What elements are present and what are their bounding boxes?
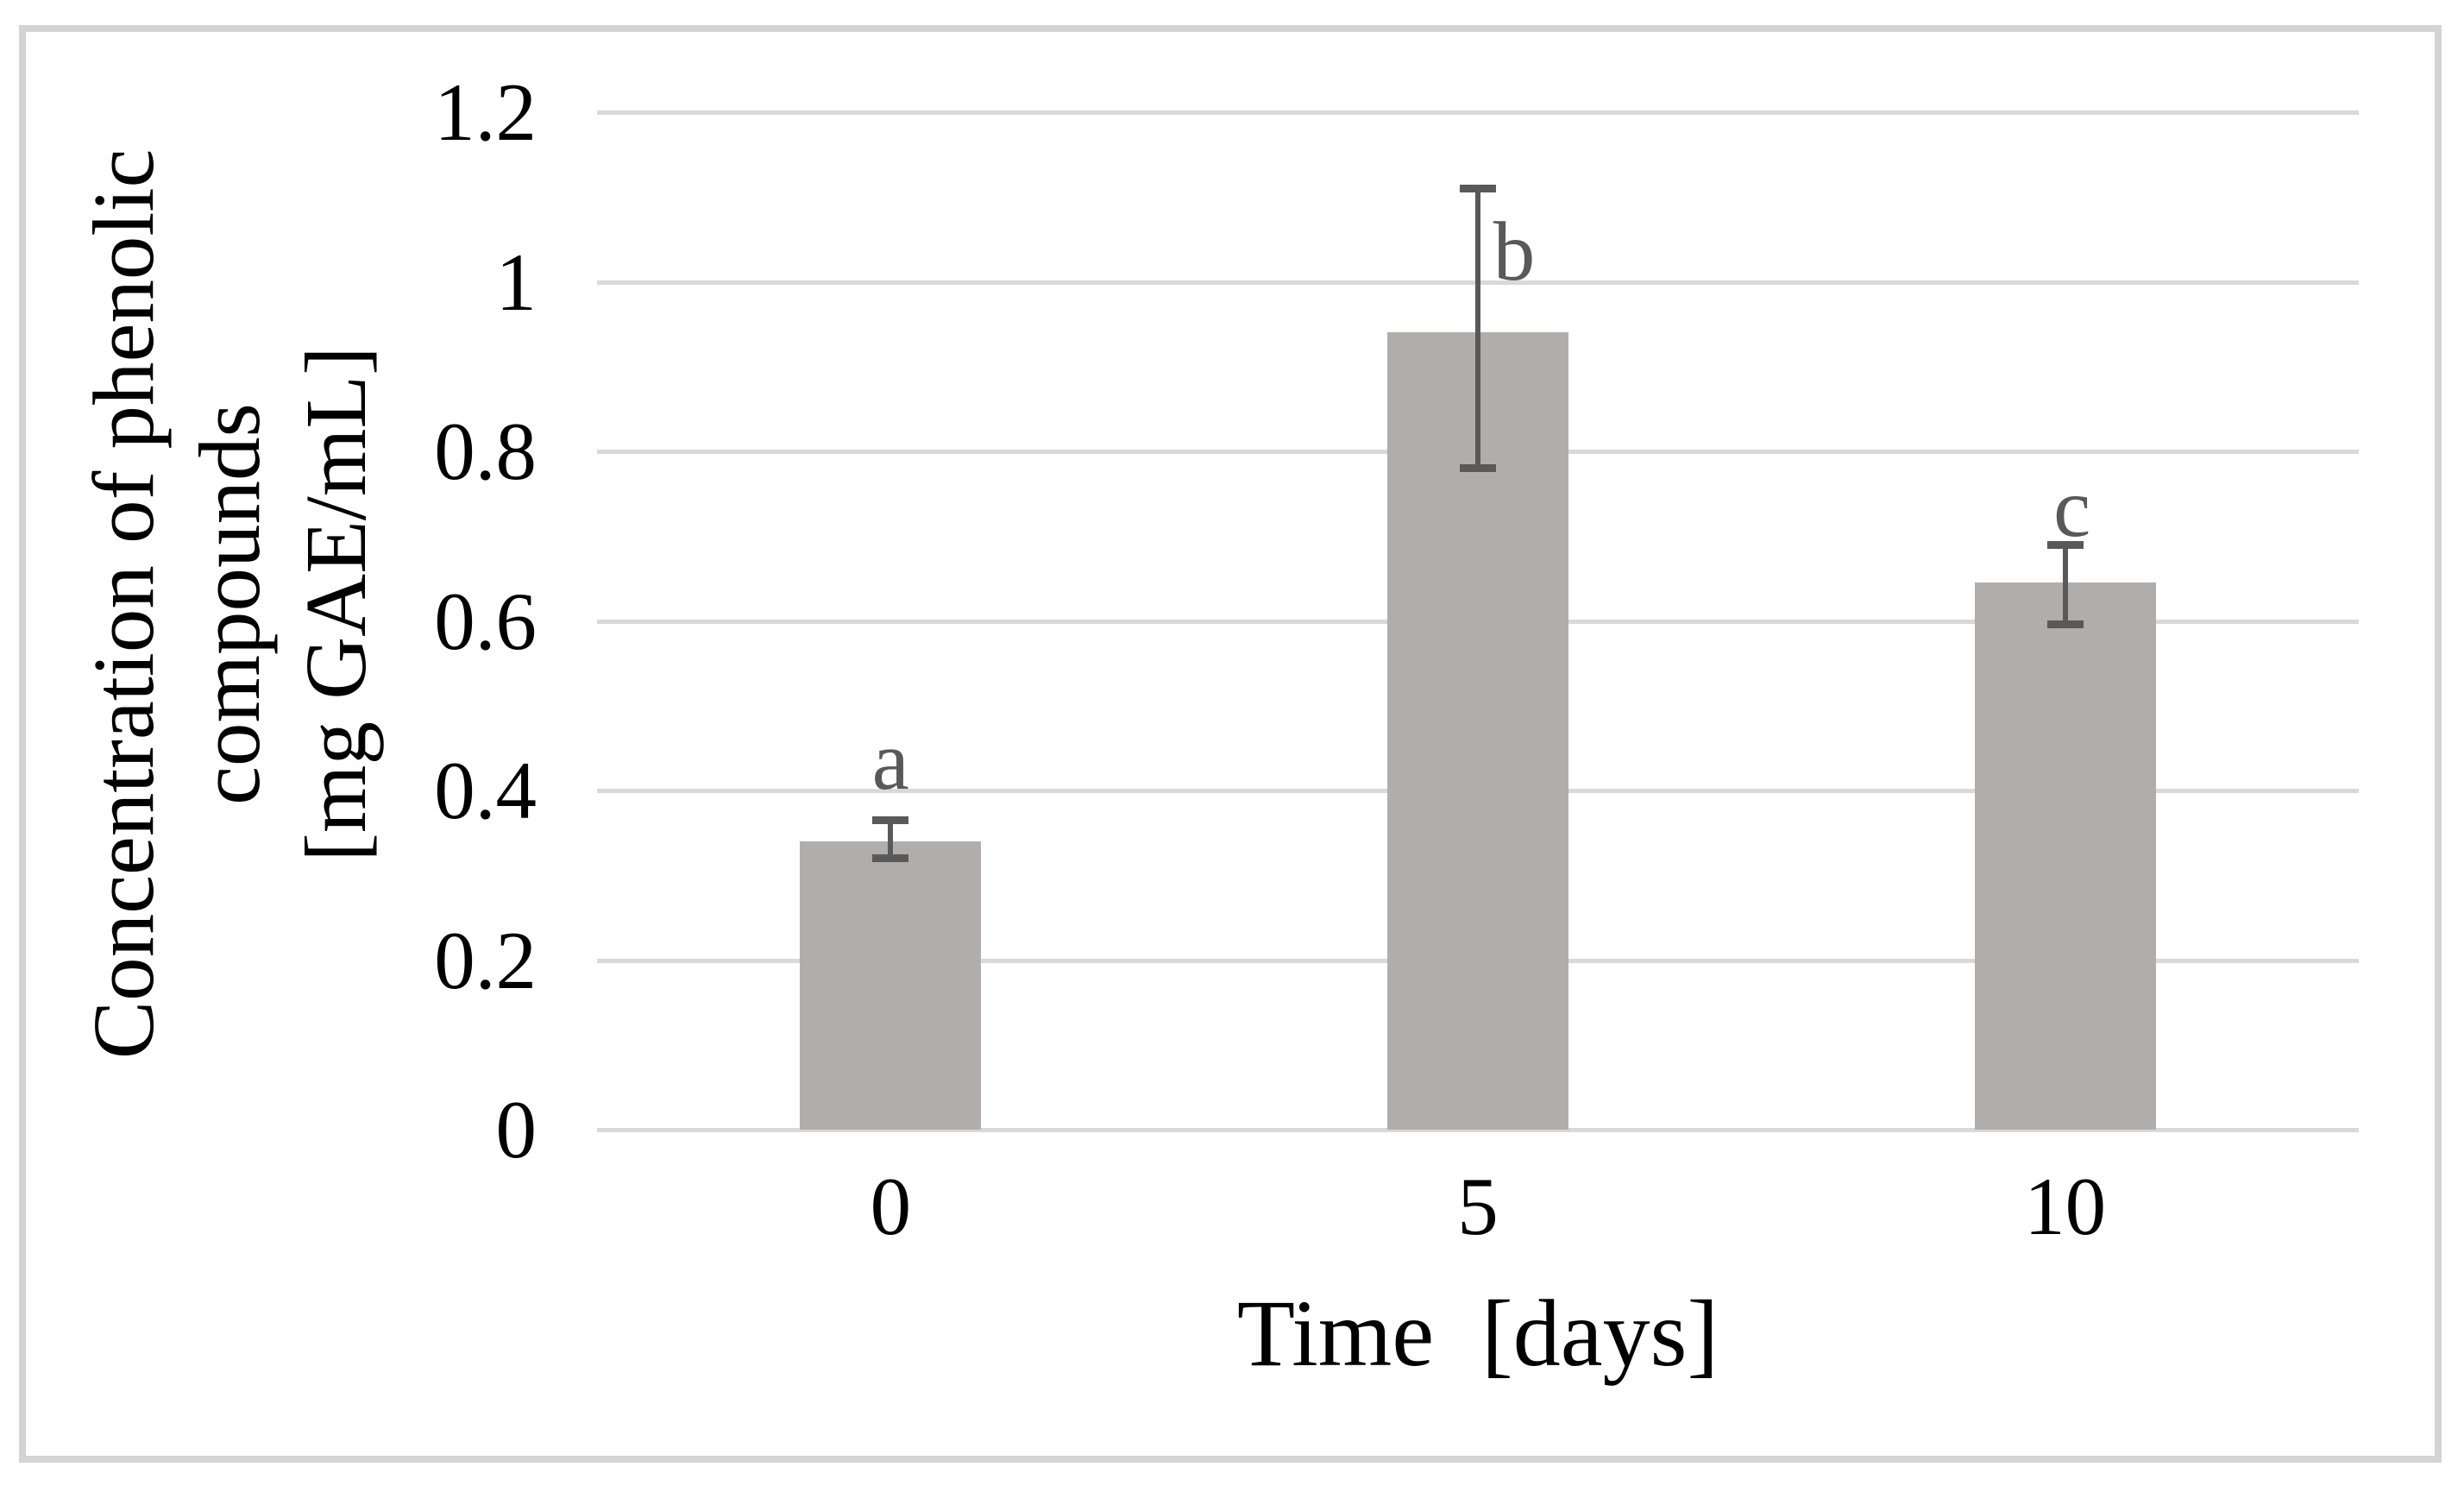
y-tick-label-0.8: 0.8 (434, 406, 537, 497)
error-bar-cap-top-5 (1460, 185, 1496, 193)
error-bar-cap-top-0 (872, 816, 909, 825)
x-axis-title: Time [days] (1236, 1281, 1719, 1386)
y-tick-label-0.2: 0.2 (434, 914, 537, 1006)
error-bar-cap-bottom-0 (872, 853, 909, 862)
error-bar-line-5 (1475, 188, 1480, 469)
gridline-y-0 (597, 1128, 2359, 1132)
y-tick-label-0.4: 0.4 (434, 745, 537, 836)
significance-letter-a: a (871, 714, 909, 807)
bar-0 (800, 841, 982, 1130)
error-bar-line-0 (888, 820, 894, 859)
error-bar-cap-bottom-10 (2046, 620, 2084, 629)
y-axis-title-line-3: [mg GAE/mL] (287, 346, 384, 862)
y-axis-title: Concentration of phenolic compounds [mg … (71, 0, 399, 1208)
error-bar-cap-bottom-5 (1460, 463, 1496, 472)
x-tick-label-0: 0 (870, 1161, 912, 1252)
y-tick-label-1.2: 1.2 (434, 66, 537, 158)
gridline-y-1.2 (597, 110, 2359, 115)
y-axis-title-line-2: compounds (181, 403, 278, 805)
bar-10 (1974, 582, 2156, 1130)
error-bar-line-10 (2062, 545, 2068, 626)
y-tick-label-0: 0 (495, 1084, 537, 1175)
x-tick-label-10: 10 (2024, 1161, 2107, 1252)
y-tick-label-1: 1 (495, 236, 537, 328)
chart-frame (19, 25, 2442, 1463)
significance-letter-c: c (2053, 461, 2091, 554)
x-tick-label-5: 5 (1457, 1161, 1499, 1252)
error-bar-cap-top-10 (2046, 541, 2084, 550)
y-axis-title-line-1: Concentration of phenolic (75, 148, 172, 1060)
significance-letter-b: b (1493, 205, 1536, 299)
y-tick-label-0.6: 0.6 (434, 575, 537, 667)
